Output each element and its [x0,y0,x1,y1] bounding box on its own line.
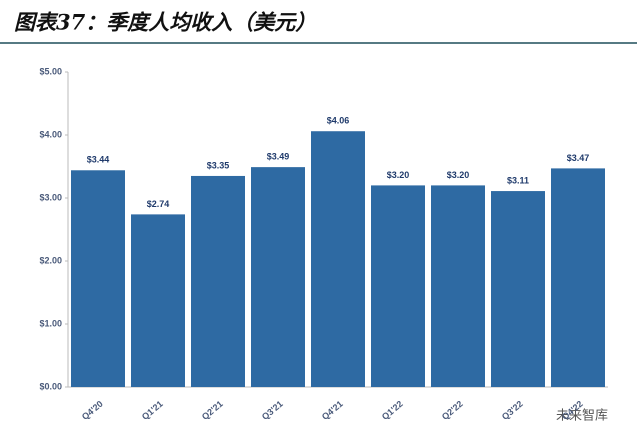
value-label: $3.35 [207,160,230,170]
y-tick-label: $4.00 [39,129,62,139]
value-label: $3.11 [507,175,529,185]
x-tick-label: Q3'21 [260,399,285,422]
chart-title: 图表37：季度人均收入（美元） [14,10,316,35]
bar [371,185,425,387]
x-tick-label: Q2'22 [440,399,465,422]
bar [491,191,545,387]
bar [311,131,365,387]
bar [251,167,305,387]
x-tick-label: Q1'21 [140,399,165,422]
value-label: $4.06 [327,116,350,126]
x-tick-label: Q4'21 [320,399,345,422]
value-label: $3.47 [567,153,590,163]
value-label: $2.74 [147,199,170,209]
bar [71,170,125,387]
x-tick-label: Q2'21 [200,399,225,422]
value-label: $3.44 [87,155,110,165]
bar [431,185,485,387]
y-tick-label: $2.00 [39,255,62,265]
x-tick-label: Q3'22 [500,399,525,422]
x-tick-label: Q1'22 [380,399,405,422]
watermark: 未来智库 [556,407,608,422]
x-tick-label: Q4'20 [80,399,105,422]
value-label: $3.49 [267,152,290,162]
value-label: $3.20 [447,170,470,180]
bar [191,175,245,387]
y-tick-label: $5.00 [39,66,62,76]
value-label: $3.20 [387,170,410,180]
y-tick-label: $0.00 [39,381,62,391]
y-tick-label: $1.00 [39,318,62,328]
bar [551,168,605,387]
y-tick-label: $3.00 [39,192,62,202]
bar [131,214,185,387]
